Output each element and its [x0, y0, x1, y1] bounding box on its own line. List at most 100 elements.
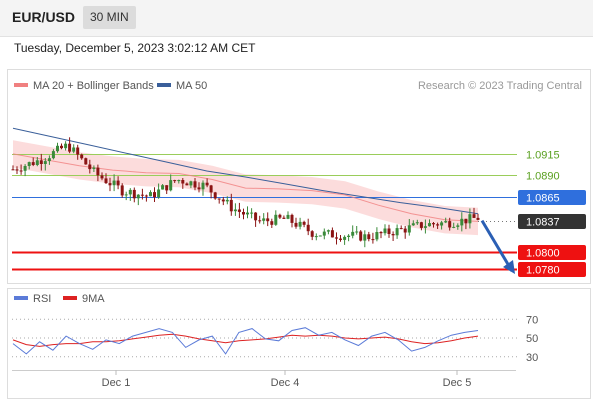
level-tag-bg	[518, 262, 586, 277]
rsi-panel-frame	[7, 288, 591, 399]
x-tick-label: Dec 5	[443, 377, 472, 389]
rsi-tick-label: 70	[526, 314, 538, 326]
candle-body	[35, 160, 39, 165]
candle-body	[233, 209, 237, 212]
candle-body	[359, 231, 363, 241]
candle-body	[250, 212, 254, 214]
candle-body	[286, 214, 290, 219]
candle-body	[339, 238, 342, 240]
candle-body	[456, 225, 460, 227]
candle-body	[440, 222, 444, 226]
candle-body	[419, 222, 423, 228]
ma20-legend-label: MA 20 + Bollinger Bands	[33, 80, 154, 92]
candle-body	[326, 230, 330, 232]
chart-datetime: Tuesday, December 5, 2023 3:02:12 AM CET	[14, 41, 256, 55]
candle-body	[51, 151, 55, 159]
candle-body	[423, 226, 427, 228]
candle-body	[254, 212, 258, 221]
candle-body	[270, 221, 274, 225]
candle-body	[432, 223, 435, 225]
candle-body	[322, 231, 326, 236]
candle-body	[383, 228, 387, 234]
x-axis-ticks: Dec 1 Dec 4 Dec 5	[102, 370, 472, 389]
rsi-line	[12, 327, 479, 355]
rsi-legend-label: RSI	[33, 293, 51, 305]
candle-body	[242, 212, 245, 215]
candle-body	[306, 224, 310, 232]
candle-body	[246, 212, 249, 215]
candle-body	[92, 167, 96, 169]
candle-body	[395, 228, 399, 236]
candle-body	[64, 143, 68, 149]
candle-body	[294, 222, 298, 227]
level-tag-label: 1.0837	[526, 217, 560, 229]
candle-body	[15, 169, 19, 171]
candle-body	[157, 189, 161, 198]
candle-body	[177, 180, 181, 182]
candle-body	[112, 180, 116, 186]
level-tag-bg	[518, 190, 586, 205]
timeframe-badge[interactable]: 30 MIN	[83, 6, 136, 29]
candle-body	[335, 237, 338, 239]
candle-body	[330, 230, 334, 238]
9ma-legend-label: 9MA	[82, 293, 105, 305]
candle-body	[464, 218, 468, 224]
candle-body	[367, 234, 371, 240]
candle-body	[290, 214, 294, 223]
candle-body	[27, 162, 31, 166]
candle-body	[415, 222, 419, 224]
level-tag-bg	[518, 214, 586, 229]
candle-body	[298, 221, 302, 227]
candle-body	[120, 185, 124, 196]
candle-body	[274, 214, 278, 225]
rsi-9ma-line	[12, 333, 479, 347]
candle-body	[460, 218, 464, 226]
candle-body	[237, 209, 241, 212]
candle-body	[448, 221, 452, 228]
candle-body	[379, 232, 383, 234]
candle-body	[169, 180, 173, 191]
candle-body	[60, 145, 63, 149]
forecast-arrow-shaft	[480, 219, 514, 272]
x-tick-label: Dec 4	[271, 377, 300, 389]
candle-body	[56, 145, 59, 152]
candle-body	[375, 232, 379, 240]
candle-body	[371, 239, 375, 241]
candle-body	[201, 182, 205, 190]
price-levels	[12, 154, 517, 271]
candle-body	[76, 147, 80, 155]
candle-body	[229, 199, 233, 212]
candle-body	[153, 192, 156, 198]
price-panel-frame	[7, 69, 591, 284]
candle-body	[363, 234, 367, 241]
candle-body	[407, 225, 411, 233]
candle-body	[108, 183, 112, 186]
candle-body	[444, 221, 448, 223]
candle-body	[116, 180, 120, 186]
candle-body	[140, 194, 144, 196]
candle-body	[258, 220, 262, 222]
candle-body	[468, 214, 472, 224]
ma50-legend-label: MA 50	[176, 80, 207, 92]
candle-body	[347, 235, 351, 237]
candle-body	[278, 214, 282, 218]
candle-body	[193, 181, 197, 188]
candle-body	[476, 217, 480, 220]
candle-body	[221, 199, 225, 202]
candle-body	[318, 235, 322, 237]
candle-body	[262, 218, 266, 221]
level-tag-label: 1.0890	[526, 171, 560, 183]
candle-body	[161, 185, 165, 190]
candle-body	[428, 223, 431, 227]
candle-body	[80, 154, 84, 159]
ma50-line	[12, 127, 479, 215]
level-tag-label: 1.0800	[526, 248, 560, 260]
candle-body	[205, 182, 209, 186]
candle-body	[472, 214, 476, 218]
candlesticks	[11, 137, 480, 248]
candle-body	[399, 228, 403, 230]
credit-label: Research © 2023 Trading Central	[418, 80, 582, 92]
candle-body	[217, 198, 221, 200]
candle-body	[23, 166, 27, 171]
